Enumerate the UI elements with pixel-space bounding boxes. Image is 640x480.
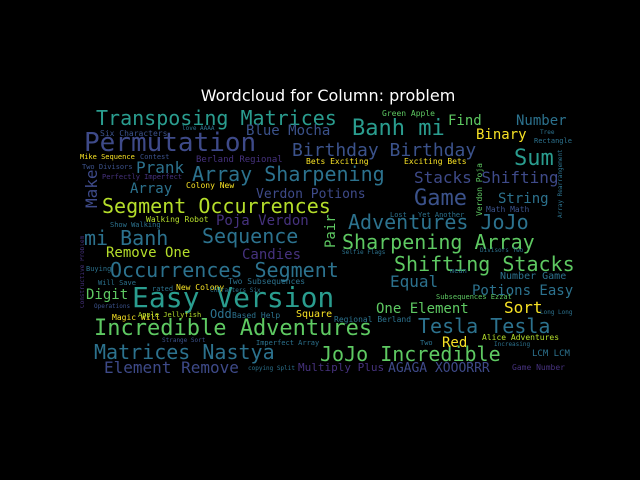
cloud-word: Adventures JoJo bbox=[348, 210, 529, 234]
cloud-word: mean bbox=[450, 267, 467, 275]
cloud-word: Regional Berland bbox=[334, 315, 412, 324]
cloud-word: Matrices Nastya bbox=[94, 340, 275, 364]
cloud-word: Buying bbox=[86, 265, 112, 273]
cloud-word: Stacks Shifting bbox=[414, 168, 559, 187]
cloud-word: Two Divisors bbox=[82, 163, 133, 171]
cloud-word: Binary bbox=[476, 127, 527, 143]
cloud-word: Selfie Flags bbox=[342, 249, 386, 256]
cloud-word: Equal bbox=[390, 272, 439, 291]
cloud-word: Transposing Matrices bbox=[96, 108, 337, 130]
cloud-word: Lost bbox=[390, 211, 407, 219]
cloud-word: Potions Easy bbox=[472, 283, 574, 299]
cloud-word: Incredible Adventures bbox=[94, 316, 373, 341]
wordcloud-canvas: Transposing Matrices Permutation Banh mi Bi… bbox=[80, 108, 576, 376]
cloud-word: Apple Jellyfish bbox=[138, 311, 202, 319]
chart-title: Wordcloud for Column: problem bbox=[200, 86, 456, 105]
cloud-word: rated bbox=[152, 285, 174, 293]
cloud-word: Bets Exciting bbox=[306, 157, 369, 166]
cloud-word: Walking Robot bbox=[146, 215, 209, 224]
cloud-word: Number bbox=[516, 113, 567, 129]
cloud-word: Rectangle bbox=[534, 137, 572, 145]
cloud-word: Yet Another bbox=[418, 211, 465, 219]
cloud-word: Prank bbox=[136, 158, 185, 177]
cloud-word: Based Help bbox=[232, 311, 281, 320]
cloud-word: copying Split bbox=[248, 365, 295, 372]
cloud-word: Increasing bbox=[494, 341, 531, 348]
cloud-word: Long Long bbox=[540, 309, 573, 316]
cloud-word: Verdon Poja bbox=[475, 163, 484, 216]
cloud-word: Imperfect Array bbox=[256, 339, 320, 347]
cloud-word: Find bbox=[448, 113, 482, 129]
cloud-word: Colony New bbox=[186, 181, 235, 190]
cloud-word: Math Math bbox=[486, 205, 530, 214]
cloud-word: Tree bbox=[540, 129, 555, 136]
cloud-word: Sum bbox=[514, 146, 554, 171]
cloud-word: Mike Sequence bbox=[80, 153, 135, 161]
cloud-word: Divisors Two bbox=[480, 247, 524, 254]
cloud-word: Two Subsequences bbox=[228, 277, 306, 286]
cloud-word: Sharpening Array bbox=[342, 230, 535, 254]
cloud-word: Multiply Plus bbox=[298, 361, 385, 374]
cloud-word: Remove One bbox=[106, 245, 191, 261]
cloud-word: Sequence bbox=[202, 224, 299, 248]
cloud-word: Shifting Stacks bbox=[394, 252, 575, 276]
cloud-word: Operations bbox=[94, 303, 131, 310]
cloud-word: Game bbox=[414, 186, 467, 211]
cloud-word: Easy Version bbox=[132, 281, 335, 314]
cloud-word: Tesla Tesla bbox=[418, 314, 551, 338]
cloud-word: Game Number bbox=[512, 363, 565, 372]
cloud-word: LCM LCM bbox=[532, 349, 570, 359]
cloud-word: Magic Will bbox=[112, 313, 161, 322]
cloud-word: love AAAA bbox=[182, 125, 215, 132]
cloud-word: Six Characters bbox=[100, 129, 168, 138]
cloud-word: Strange Sort bbox=[162, 337, 206, 344]
cloud-word: Segment Occurrences bbox=[102, 194, 331, 218]
cloud-word: Make bbox=[82, 169, 101, 208]
cloud-word: Will Save bbox=[98, 279, 136, 287]
cloud-word: Array Sharpening bbox=[192, 162, 385, 186]
cloud-word: Berland Regional bbox=[196, 155, 283, 165]
cloud-word: One Element bbox=[376, 301, 469, 317]
cloud-word: Show Walking bbox=[110, 221, 161, 229]
cloud-word: Sort bbox=[504, 298, 543, 317]
cloud-word: Perfectly Imperfect bbox=[102, 173, 183, 181]
cloud-word: Banh mi bbox=[352, 116, 445, 141]
cloud-word: Candies bbox=[242, 247, 302, 263]
cloud-word: Number Game bbox=[500, 271, 567, 282]
cloud-word: Contest bbox=[140, 153, 170, 161]
cloud-word: Odd bbox=[210, 307, 232, 321]
cloud-word: New Colony bbox=[176, 283, 225, 292]
cloud-word: Red bbox=[442, 335, 468, 351]
cloud-word: Alice Adventures bbox=[482, 333, 560, 342]
cloud-word: Green Apple bbox=[382, 109, 435, 118]
cloud-word: mi Banh bbox=[84, 226, 169, 250]
cloud-word: Birthday Birthday bbox=[292, 140, 477, 161]
cloud-word: Two bbox=[420, 339, 433, 347]
cloud-word: Digit bbox=[86, 287, 129, 303]
cloud-word: Subsequences Ezzat bbox=[436, 293, 512, 301]
cloud-word: AGAGA XOOORRR bbox=[388, 361, 490, 376]
cloud-word: Poja Verdon bbox=[216, 213, 309, 229]
cloud-word: Blue Mocha bbox=[246, 123, 331, 139]
cloud-word: Occurrences Segment bbox=[110, 258, 339, 282]
cloud-word: Exciting Bets bbox=[404, 157, 467, 166]
cloud-word: Element Remove bbox=[104, 358, 239, 376]
cloud-word: Square bbox=[296, 309, 333, 320]
cloud-word: Permutation bbox=[84, 128, 257, 158]
cloud-word: Pair bbox=[323, 214, 339, 248]
cloud-word: Array bbox=[130, 181, 173, 197]
cloud-word: Array Rearrangement bbox=[557, 149, 564, 218]
cloud-word: String bbox=[498, 191, 549, 207]
cloud-word: JoJo Incredible bbox=[320, 342, 501, 366]
cloud-word: Verdon Potions bbox=[256, 187, 366, 202]
cloud-word: Characters Six bbox=[210, 287, 261, 294]
